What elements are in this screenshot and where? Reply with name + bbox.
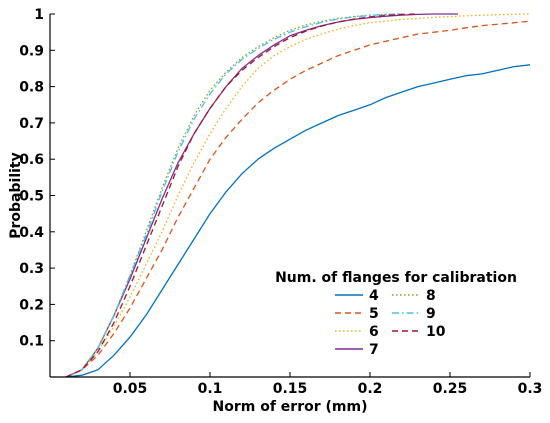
legend-item-5: 5 <box>335 306 379 322</box>
x-tick-label: 0.1 <box>198 381 223 397</box>
y-axis-label: Probability <box>8 152 24 239</box>
series-line-4 <box>65 64 531 378</box>
y-tick-label: 0.8 <box>19 80 44 96</box>
x-tick-label: 0.3 <box>518 381 543 397</box>
legend-item-10: 10 <box>392 324 446 340</box>
legend-label-7: 7 <box>369 342 379 358</box>
series-line-6 <box>65 13 531 378</box>
legend-item-7: 7 <box>335 342 379 358</box>
x-axis-label: Norm of error (mm) <box>213 399 368 415</box>
series-line-5 <box>65 20 531 378</box>
legend-item-6: 6 <box>335 324 379 340</box>
y-tick-label: 0.5 <box>19 189 44 205</box>
series-line-7 <box>65 13 458 378</box>
legend-item-9: 9 <box>392 306 436 322</box>
legend-label-8: 8 <box>426 288 436 304</box>
legend-label-9: 9 <box>426 306 436 322</box>
series-line-9 <box>65 13 403 378</box>
legend-item-8: 8 <box>392 288 436 304</box>
y-tick-label: 1 <box>34 7 44 23</box>
legend-label-5: 5 <box>369 306 379 322</box>
y-tick-label: 0.2 <box>19 297 44 313</box>
legend-label-6: 6 <box>369 324 379 340</box>
legend-label-10: 10 <box>426 324 446 340</box>
legend-item-4: 4 <box>335 288 379 304</box>
legend: Num. of flanges for calibration 4 5 6 7 8 9 10 <box>275 270 517 358</box>
axes: 0.05 0.1 0.15 0.2 0.25 0.3 0.1 0.2 0.3 0.4 0.5 0.6 0… <box>8 7 542 415</box>
legend-label-4: 4 <box>369 288 379 304</box>
y-tick-label: 0.1 <box>19 334 44 350</box>
y-tick-label: 0.7 <box>19 116 44 132</box>
legend-title: Num. of flanges for calibration <box>275 270 517 286</box>
y-tick-label: 0.4 <box>19 225 44 241</box>
y-tick-label: 0.6 <box>19 152 44 168</box>
x-tick-label: 0.15 <box>273 381 308 397</box>
plot-area <box>65 13 531 378</box>
x-tick-label: 0.05 <box>113 381 148 397</box>
x-tick-label: 0.25 <box>433 381 468 397</box>
x-tick-label: 0.2 <box>358 381 383 397</box>
y-tick-label: 0.9 <box>19 43 44 59</box>
series-line-10 <box>65 13 419 378</box>
y-tick-label: 0.3 <box>19 261 44 277</box>
